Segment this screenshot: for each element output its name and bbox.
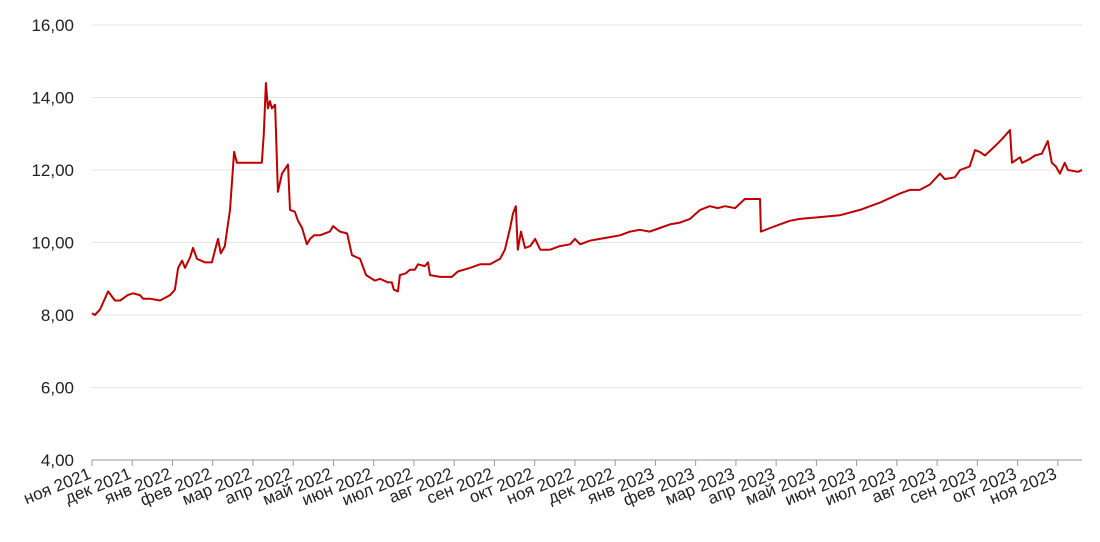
y-tick-label: 12,00	[31, 161, 74, 180]
y-tick-label: 10,00	[31, 234, 74, 253]
y-tick-label: 14,00	[31, 89, 74, 108]
y-tick-label: 16,00	[31, 16, 74, 35]
y-tick-label: 8,00	[41, 306, 74, 325]
line	[91, 82, 1083, 316]
y-tick-label: 4,00	[41, 451, 74, 470]
y-tick-label: 6,00	[41, 379, 74, 398]
